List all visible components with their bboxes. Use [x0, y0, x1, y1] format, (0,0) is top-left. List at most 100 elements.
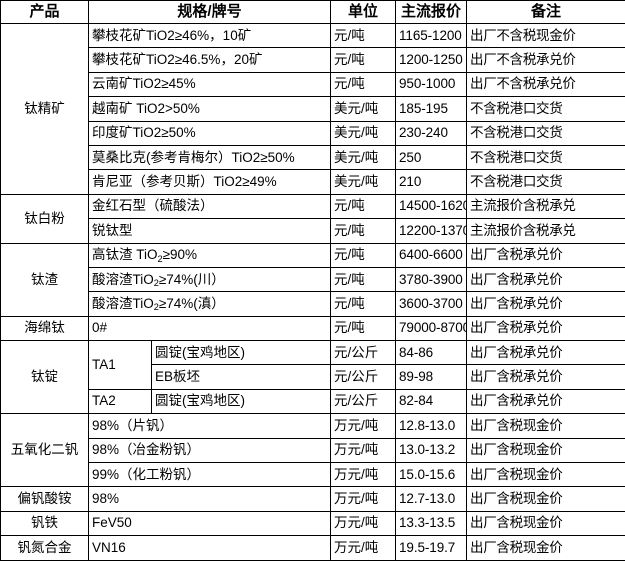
product-cell: 钒铁 — [1, 511, 89, 535]
product-cell: 钒氮合金 — [1, 536, 89, 560]
remark-cell: 不含税港口交货 — [467, 145, 625, 169]
unit-cell: 元/吨 — [331, 194, 396, 218]
unit-cell: 元/吨 — [331, 243, 396, 267]
remark-cell: 主流报价含税承兑 — [467, 219, 625, 243]
unit-cell: 美元/吨 — [331, 145, 396, 169]
remark-cell: 出厂不含税承兑价 — [467, 72, 625, 96]
spec-cell: 98% — [89, 487, 331, 511]
price-cell: 12200-13700 — [396, 219, 467, 243]
price-cell: 185-195 — [396, 97, 467, 121]
unit-cell: 元/公斤 — [331, 341, 396, 365]
spec-cell: 99%（化工粉钒） — [89, 463, 331, 487]
price-cell: 12.7-13.0 — [396, 487, 467, 511]
remark-cell: 出厂含税现金价 — [467, 487, 625, 511]
price-cell: 950-1000 — [396, 72, 467, 96]
price-cell: 13.3-13.5 — [396, 511, 467, 535]
remark-cell: 出厂含税现金价 — [467, 536, 625, 560]
unit-cell: 万元/吨 — [331, 438, 396, 462]
unit-cell: 美元/吨 — [331, 121, 396, 145]
spec-cell: 酸溶渣TiO2≥74%(滇） — [89, 292, 331, 316]
unit-cell: 元/吨 — [331, 24, 396, 48]
unit-cell: 万元/吨 — [331, 536, 396, 560]
header-spec: 规格/牌号 — [89, 1, 331, 24]
remark-cell: 出厂含税承兑价 — [467, 267, 625, 291]
remark-cell: 出厂含税承兑价 — [467, 292, 625, 316]
remark-cell: 主流报价含税承兑 — [467, 194, 625, 218]
remark-cell: 出厂含税承兑价 — [467, 341, 625, 365]
remark-cell: 出厂含税现金价 — [467, 414, 625, 438]
spec-cell: 肯尼亚（参考贝斯）TiO2≥49% — [89, 170, 331, 194]
remark-cell: 出厂不含税承兑价 — [467, 48, 625, 72]
spec-cell: 圆锭(宝鸡地区) — [152, 389, 331, 413]
unit-cell: 万元/吨 — [331, 463, 396, 487]
spec-cell: 攀枝花矿TiO2≥46.5%，20矿 — [89, 48, 331, 72]
spec-cell: 锐钛型 — [89, 219, 331, 243]
spec-cell: 酸溶渣TiO2≥74%(川） — [89, 267, 331, 291]
unit-cell: 美元/吨 — [331, 170, 396, 194]
unit-cell: 万元/吨 — [331, 511, 396, 535]
table-header-row: 产品 规格/牌号 单位 主流报价 备注 — [1, 1, 625, 24]
unit-cell: 元/吨 — [331, 48, 396, 72]
remark-cell: 不含税港口交货 — [467, 97, 625, 121]
remark-cell: 出厂含税现金价 — [467, 463, 625, 487]
header-product: 产品 — [1, 1, 89, 24]
remark-cell: 出厂含税现金价 — [467, 511, 625, 535]
spec-cell: 云南矿TiO2≥45% — [89, 72, 331, 96]
grade-cell: TA2 — [89, 389, 152, 413]
unit-cell: 元/公斤 — [331, 365, 396, 389]
unit-cell: 万元/吨 — [331, 414, 396, 438]
product-cell: 钛锭 — [1, 341, 89, 414]
price-cell: 89-98 — [396, 365, 467, 389]
spec-cell: 0# — [89, 316, 331, 340]
price-cell: 82-84 — [396, 389, 467, 413]
product-cell: 五氧化二钒 — [1, 414, 89, 487]
spec-cell: 98%（片钒） — [89, 414, 331, 438]
price-cell: 1165-1200 — [396, 24, 467, 48]
spec-cell: FeV50 — [89, 511, 331, 535]
remark-cell: 不含税港口交货 — [467, 121, 625, 145]
remark-cell: 不含税港口交货 — [467, 170, 625, 194]
price-cell: 19.5-19.7 — [396, 536, 467, 560]
spec-cell: VN16 — [89, 536, 331, 560]
price-cell: 13.0-13.2 — [396, 438, 467, 462]
remark-cell: 出厂含税现金价 — [467, 438, 625, 462]
price-cell: 84-86 — [396, 341, 467, 365]
remark-cell: 出厂含税承兑价 — [467, 365, 625, 389]
product-cell: 钛渣 — [1, 243, 89, 316]
header-remark: 备注 — [467, 1, 625, 24]
spec-cell: 高钛渣 TiO2≥90% — [89, 243, 331, 267]
product-cell: 钛精矿 — [1, 24, 89, 195]
spec-cell: 圆锭(宝鸡地区) — [152, 341, 331, 365]
header-price: 主流报价 — [396, 1, 467, 24]
price-cell: 210 — [396, 170, 467, 194]
price-cell: 14500-16200 — [396, 194, 467, 218]
remark-cell: 出厂含税承兑价 — [467, 316, 625, 340]
spec-cell: 金红石型（硫酸法） — [89, 194, 331, 218]
price-cell: 3600-3700 — [396, 292, 467, 316]
price-cell: 12.8-13.0 — [396, 414, 467, 438]
price-cell: 6400-6600 — [396, 243, 467, 267]
unit-cell: 元/吨 — [331, 72, 396, 96]
unit-cell: 元/吨 — [331, 316, 396, 340]
spec-cell: 莫桑比克(参考肯梅尔）TiO2≥50% — [89, 145, 331, 169]
header-unit: 单位 — [331, 1, 396, 24]
product-cell: 钛白粉 — [1, 194, 89, 243]
remark-cell: 出厂含税承兑价 — [467, 243, 625, 267]
spec-cell: 攀枝花矿TiO2≥46%，10矿 — [89, 24, 331, 48]
